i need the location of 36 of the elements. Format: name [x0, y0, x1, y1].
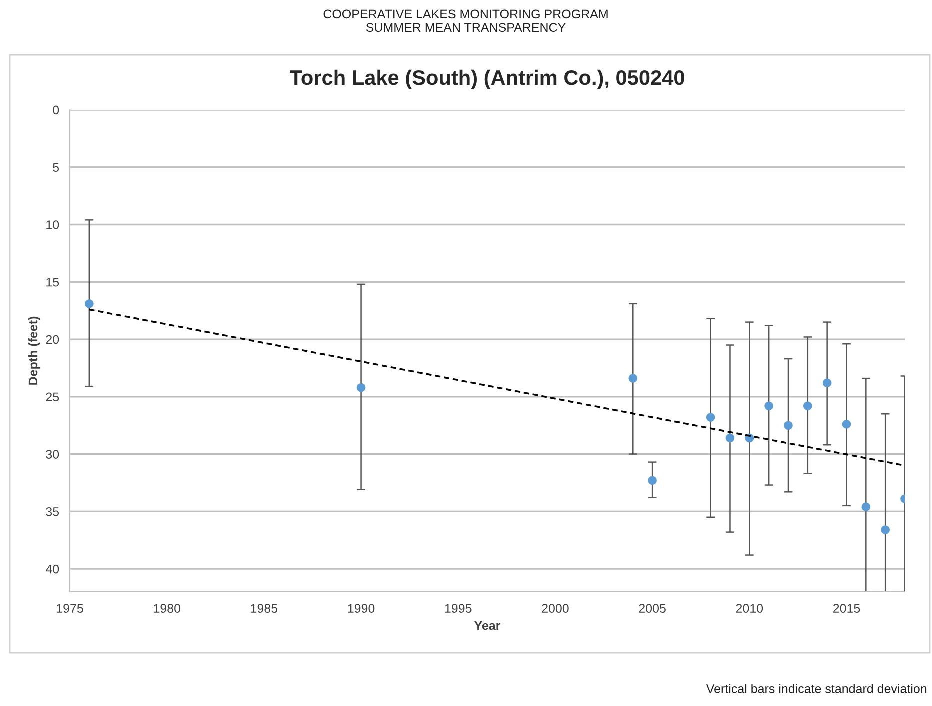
y-tick-label: 35	[46, 507, 60, 516]
point	[862, 502, 871, 512]
point	[648, 476, 657, 486]
y-tick-label: 20	[46, 335, 60, 344]
x-tick-label: 1985	[251, 604, 278, 613]
point	[85, 300, 94, 308]
y-axis-title: Depth (feet)	[28, 316, 40, 385]
point	[764, 402, 774, 410]
x-tick-label: 1990	[348, 604, 375, 613]
y-tick-label: 5	[53, 163, 60, 172]
point	[706, 413, 716, 422]
point	[356, 383, 366, 392]
x-axis-title: Year	[474, 621, 501, 630]
point	[726, 434, 735, 443]
y-tick-label: 10	[46, 220, 60, 230]
text: Vertical bars indicate standard deviation	[706, 684, 927, 694]
point	[842, 420, 852, 429]
y-tick-label: 25	[46, 392, 60, 402]
x-tick-label: 1975	[57, 604, 84, 613]
x-tick-label: 2005	[639, 604, 666, 613]
x-tick-label: 2015	[833, 604, 860, 613]
point	[881, 526, 890, 534]
chart-title: Torch Lake (South) (Antrim Co.), 050240	[290, 70, 684, 90]
chart-subtitle: COOPERATIVE LAKES MONITORING PROGRAM SUMMER MEAN TRANSPARENCY	[324, 10, 608, 32]
y-tick-label: 0	[53, 106, 60, 115]
y-tick-label: 30	[46, 450, 60, 459]
point	[804, 402, 812, 410]
y-tick-label: 15	[46, 278, 60, 287]
x-tick-label: 2000	[542, 604, 569, 613]
y-tick-label: 40	[46, 564, 60, 574]
point	[822, 378, 832, 388]
x-tick-label: 2010	[736, 604, 764, 613]
point	[628, 374, 638, 383]
x-tick-label: 1995	[445, 604, 472, 613]
point	[784, 421, 793, 430]
x-tick-label: 1980	[154, 604, 181, 613]
